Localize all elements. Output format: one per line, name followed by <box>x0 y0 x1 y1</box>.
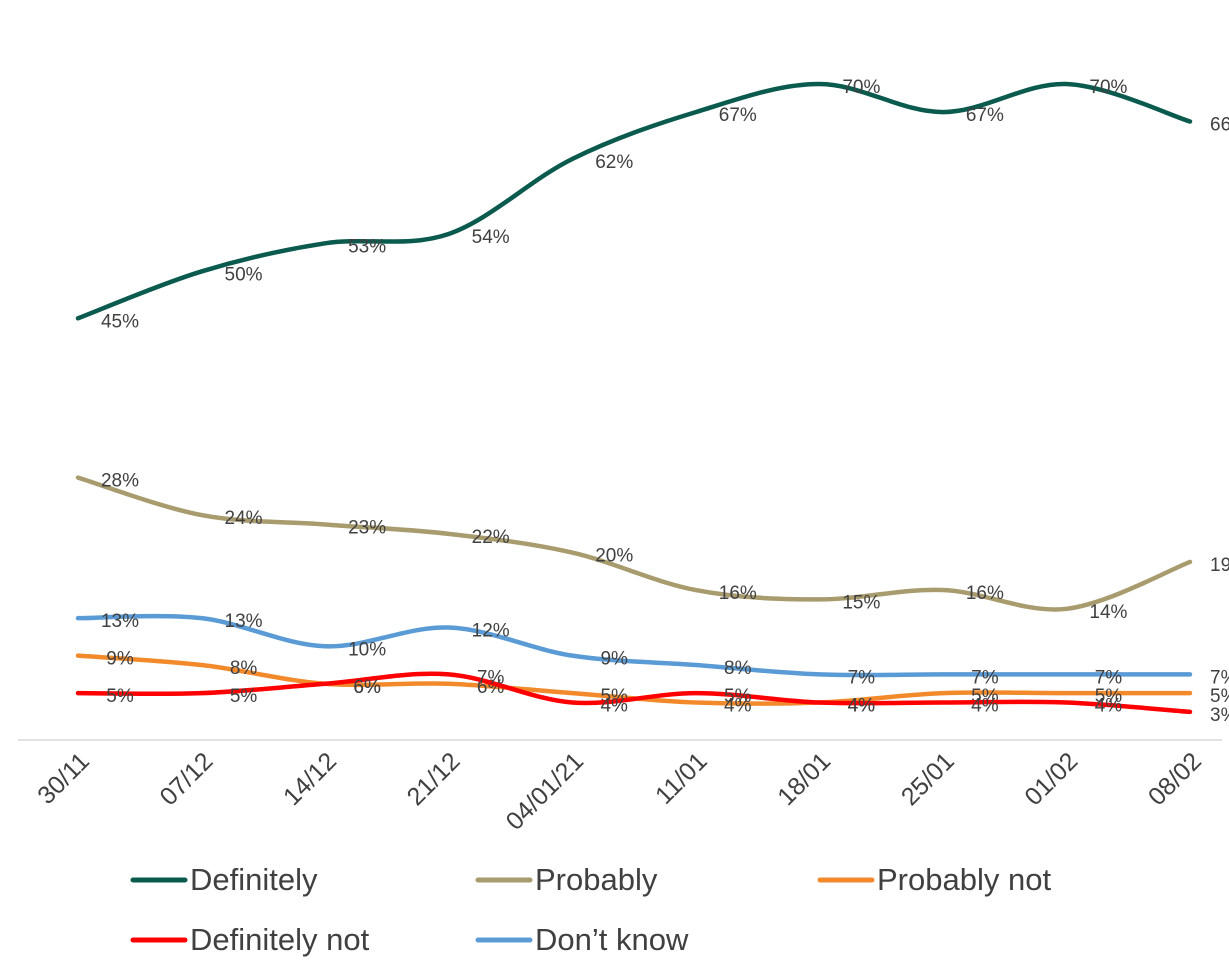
x-tick-label: 21/12 <box>402 747 466 811</box>
data-label: 20% <box>595 546 633 567</box>
data-label: 70% <box>842 77 880 98</box>
data-label: 4% <box>848 696 876 717</box>
data-label: 54% <box>472 227 510 248</box>
data-label: 16% <box>966 583 1004 604</box>
series-line <box>75 671 1193 715</box>
x-tick-label: 01/02 <box>1019 747 1083 811</box>
data-label: 7% <box>477 667 505 688</box>
data-label: 15% <box>842 592 880 613</box>
x-tick-label: 11/01 <box>650 747 713 810</box>
data-label: 70% <box>1089 77 1127 98</box>
data-label: 14% <box>1089 602 1127 623</box>
data-label: 9% <box>600 649 628 670</box>
data-label: 7% <box>848 667 876 688</box>
data-label: 9% <box>106 649 134 670</box>
data-label: 62% <box>595 152 633 173</box>
legend-label: Don’t know <box>535 922 689 957</box>
data-label: 12% <box>472 621 510 642</box>
data-label: 8% <box>724 658 752 679</box>
series-line <box>75 475 1193 612</box>
data-label: 16% <box>719 583 757 604</box>
data-label: 7% <box>1095 667 1123 688</box>
x-tick-label: 07/12 <box>154 747 218 811</box>
data-label: 5% <box>106 686 134 707</box>
data-label: 6% <box>353 677 381 698</box>
legend-label: Definitely <box>190 862 318 897</box>
legend-label: Probably not <box>877 862 1051 897</box>
x-tick-label: 04/01/21 <box>501 747 590 836</box>
data-label: 13% <box>225 611 263 632</box>
data-label: 24% <box>225 508 263 529</box>
data-label: 28% <box>101 471 139 492</box>
data-label: 8% <box>230 658 258 679</box>
data-label: 67% <box>966 105 1004 126</box>
x-tick-label: 25/01 <box>896 747 960 811</box>
legend-label: Definitely not <box>190 922 370 957</box>
x-tick-label: 08/02 <box>1143 747 1207 811</box>
data-label: 53% <box>348 236 386 257</box>
data-label: 66% <box>1210 115 1229 136</box>
legend-label: Probably <box>535 862 658 897</box>
data-label: 5% <box>1095 686 1123 707</box>
data-label: 5% <box>230 686 258 707</box>
x-tick-label: 14/12 <box>278 747 342 811</box>
data-label: 4% <box>848 696 876 717</box>
data-label: 7% <box>971 667 999 688</box>
data-label: 45% <box>101 311 139 332</box>
x-tick-label: 30/11 <box>32 747 95 810</box>
data-label: 67% <box>719 105 757 126</box>
x-tick-label: 18/01 <box>772 747 836 811</box>
data-label: 4% <box>724 696 752 717</box>
data-label: 10% <box>348 639 386 660</box>
series-line <box>75 613 1193 678</box>
data-label: 4% <box>1095 696 1123 717</box>
data-label: 7% <box>1210 667 1229 688</box>
data-label: 5% <box>724 686 752 707</box>
data-label: 19% <box>1210 555 1229 576</box>
data-label: 23% <box>348 517 386 538</box>
data-label: 3% <box>1210 705 1229 726</box>
series-line <box>75 81 1193 321</box>
data-label: 4% <box>600 696 628 717</box>
data-label: 22% <box>472 527 510 548</box>
data-label: 50% <box>225 264 263 285</box>
data-label: 13% <box>101 611 139 632</box>
data-label: 5% <box>1210 686 1229 707</box>
data-label: 4% <box>971 696 999 717</box>
